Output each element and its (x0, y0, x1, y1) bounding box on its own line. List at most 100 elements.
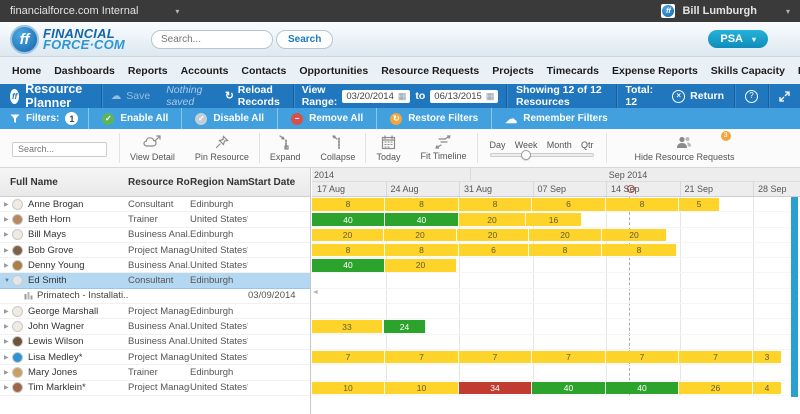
gantt-assignment-cell[interactable]: 5 (679, 198, 720, 211)
expand-row-icon[interactable]: ▶ (4, 354, 9, 361)
psa-app-menu[interactable]: PSA ▾ (708, 30, 768, 48)
gantt-assignment-cell[interactable]: 8 (312, 198, 385, 211)
save-button[interactable]: ☁ Save (110, 90, 151, 102)
calendar-icon[interactable]: ▦ (485, 90, 495, 101)
date-to-input[interactable]: 06/13/2015 ▦ (430, 89, 499, 103)
gantt-assignment-cell[interactable]: 7 (679, 350, 753, 364)
gantt-assignment-cell[interactable]: 7 (385, 350, 459, 364)
gantt-assignment-cell[interactable]: 8 (385, 243, 459, 257)
gantt-assignment-cell[interactable]: 8 (385, 198, 459, 211)
date-from-input[interactable]: 03/20/2014 ▦ (342, 89, 411, 103)
gantt-assignment-cell[interactable]: 40 (606, 381, 679, 395)
expand-row-icon[interactable]: ▶ (4, 262, 9, 269)
nav-tab-home[interactable]: Home (12, 64, 42, 77)
expand-button[interactable]: Expand (260, 134, 311, 162)
nav-tab-timecards[interactable]: Timecards (546, 64, 600, 77)
today-button[interactable]: Today (366, 134, 410, 162)
filter-button-restore-filters[interactable]: ↻ Restore Filters (377, 112, 491, 125)
gantt-assignment-cell[interactable]: 8 (529, 243, 602, 257)
gantt-assignment-cell[interactable]: 40 (385, 213, 459, 226)
gantt-assignment-cell[interactable]: 40 (312, 213, 385, 226)
nav-tab-contacts[interactable]: Contacts (241, 64, 287, 77)
gantt-assignment-cell[interactable]: 20 (312, 228, 384, 242)
gantt-assignment-cell[interactable]: 8 (459, 198, 532, 211)
view-detail-button[interactable]: View Detail (120, 134, 185, 162)
filter-button-enable-all[interactable]: ✓ Enable All (89, 112, 181, 125)
gantt-assignment-cell[interactable]: 40 (312, 259, 385, 272)
filter-button-remember-filters[interactable]: ☁ Remember Filters (492, 113, 620, 125)
global-search-button[interactable]: Search (275, 29, 334, 49)
column-header-region-name[interactable]: Region Name (190, 176, 248, 188)
column-header-start-date[interactable]: Start Date (248, 176, 296, 188)
resource-row[interactable]: ▶ Bill Mays Business Anal... Edinburgh (0, 227, 310, 243)
org-switcher[interactable]: financialforce.com Internal ▾ (10, 5, 179, 17)
gantt-assignment-cell[interactable]: 20 (459, 213, 526, 226)
column-header-resource-role[interactable]: Resource Role (128, 176, 190, 188)
resource-row[interactable]: ▶ Tim Marklein* Project ManagerUnited Stat… (0, 380, 310, 396)
project-row[interactable]: Primatech - Installati... 03/09/2014 (0, 288, 310, 305)
expand-row-icon[interactable]: ▶ (4, 339, 9, 346)
gantt-assignment-cell[interactable]: 20 (529, 228, 602, 242)
hide-resource-requests-button[interactable]: 3 Hide Resource Requests (634, 130, 735, 162)
zoom-level-month[interactable]: Month (546, 139, 572, 150)
expand-row-icon[interactable]: ▶ (4, 385, 9, 392)
gantt-assignment-cell[interactable]: 7 (606, 350, 679, 364)
nav-tab-dashboards[interactable]: Dashboards (54, 64, 115, 77)
gantt-assignment-cell[interactable]: 33 (312, 320, 383, 333)
gantt-assignment-cell[interactable]: 4 (753, 381, 782, 395)
gantt-assignment-cell[interactable]: 40 (532, 381, 606, 395)
expand-row-icon[interactable]: ▶ (4, 247, 9, 254)
nav-tab-resource-requests[interactable]: Resource Requests (381, 64, 480, 77)
return-button[interactable]: × Return (662, 89, 734, 103)
collapse-button[interactable]: Collapse (310, 134, 365, 162)
gantt-assignment-cell[interactable]: 8 (312, 243, 385, 257)
zoom-slider-handle[interactable] (521, 149, 532, 160)
gantt-assignment-cell[interactable]: 20 (457, 228, 529, 242)
zoom-slider-track[interactable] (489, 149, 594, 160)
resource-row[interactable]: ▶ Bob Grove Project ManagerUnited States* (0, 242, 310, 259)
help-button[interactable]: ? (735, 84, 768, 108)
collapse-row-icon[interactable]: ▼ (4, 277, 10, 284)
resource-row[interactable]: ▶ Beth Horn Trainer United States* (0, 212, 310, 228)
resource-row[interactable]: ▶ Anne Brogan Consultant Edinburgh (0, 197, 310, 213)
gantt-assignment-cell[interactable]: 6 (532, 198, 606, 211)
expand-row-icon[interactable]: ▶ (4, 216, 9, 223)
gantt-assignment-cell[interactable]: 20 (385, 259, 457, 272)
nav-tab-projects[interactable]: Projects (492, 64, 534, 77)
zoom-level-week[interactable]: Week (514, 139, 538, 150)
resource-row[interactable]: ▶ Lisa Medley* Project ManagerUnited State… (0, 349, 310, 366)
collapse-panel-handle[interactable]: ◄ (312, 289, 319, 296)
filter-button-disable-all[interactable]: ✓ Disable All (182, 112, 277, 125)
nav-tab-billing-event-generation[interactable]: Billing Event Generation (798, 65, 800, 77)
fit-timeline-button[interactable]: Fit Timeline (410, 135, 476, 161)
user-menu[interactable]: ff Bill Lumburgh ▾ (661, 4, 790, 18)
gantt-assignment-cell[interactable]: 10 (385, 381, 459, 395)
gantt-assignment-cell[interactable]: 34 (459, 381, 532, 395)
gantt-assignment-cell[interactable]: 10 (312, 381, 385, 395)
expand-row-icon[interactable]: ▶ (4, 308, 9, 315)
gantt-assignment-cell[interactable]: 20 (384, 228, 457, 242)
filters-label[interactable]: Filters: 1 (0, 112, 88, 125)
resource-row[interactable]: ▶ Denny Young Business Anal... United State… (0, 258, 310, 274)
gantt-assignment-cell[interactable]: 6 (459, 243, 529, 257)
gantt-assignment-cell[interactable]: 16 (526, 213, 582, 226)
expand-row-icon[interactable]: ▶ (4, 232, 9, 239)
nav-tab-accounts[interactable]: Accounts (180, 64, 229, 77)
resource-search-input[interactable] (12, 141, 107, 157)
zoom-level-day[interactable]: Day (489, 139, 506, 150)
nav-tab-skills-capacity[interactable]: Skills Capacity (710, 64, 785, 77)
resource-row[interactable]: ▶ John Wagner Business Anal... United State… (0, 319, 310, 335)
zoom-level-qtr[interactable]: Qtr (580, 139, 594, 150)
resource-row[interactable]: ▶ George Marshall Project ManagerEdinburgh (0, 304, 310, 320)
calendar-icon[interactable]: ▦ (397, 90, 407, 101)
global-search-input[interactable] (150, 29, 273, 49)
reload-records-button[interactable]: ↻ Reload Records (224, 84, 280, 108)
resource-row[interactable]: ▼ Ed Smith Consultant Edinburgh (0, 273, 310, 289)
nav-tab-reports[interactable]: Reports (127, 64, 168, 77)
gantt-assignment-cell[interactable]: 8 (606, 198, 679, 211)
filter-button-remove-all[interactable]: − Remove All (278, 112, 376, 125)
gantt-assignment-cell[interactable]: 24 (384, 320, 426, 333)
vertical-scrollbar[interactable] (791, 197, 798, 397)
gantt-assignment-cell[interactable]: 26 (679, 381, 753, 395)
nav-tab-expense-reports[interactable]: Expense Reports (612, 64, 698, 77)
